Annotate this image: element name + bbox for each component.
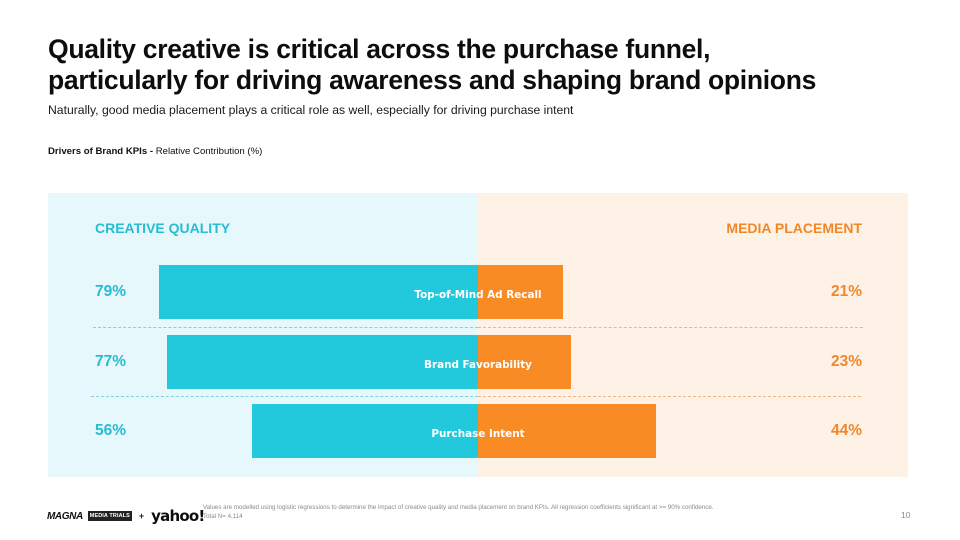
row-divider-right xyxy=(478,327,863,328)
bar-media-placement xyxy=(478,335,571,389)
bar-media-placement xyxy=(478,265,563,319)
slide-title: Quality creative is critical across the … xyxy=(48,34,938,96)
bar-creative-quality xyxy=(158,265,478,319)
value-label-media-placement: 44% xyxy=(830,422,862,439)
row-divider-right xyxy=(478,396,861,397)
category-label: Brand Favorability xyxy=(424,359,532,371)
footer-logos: MAGNA MEDIA TRIALS + yahoo! xyxy=(47,507,205,525)
footnote: Values are modelled using logistic regre… xyxy=(203,504,714,521)
chart-panel: CREATIVE QUALITY MEDIA PLACEMENT Top-of-… xyxy=(48,193,908,477)
slide-subtitle: Naturally, good media placement plays a … xyxy=(48,103,574,117)
chart-title-bold: Drivers of Brand KPIs - xyxy=(48,146,156,157)
bar-media-placement xyxy=(478,404,656,458)
value-label-creative-quality: 77% xyxy=(95,353,127,370)
value-label-media-placement: 21% xyxy=(830,283,862,300)
yahoo-logo: yahoo! xyxy=(151,507,205,525)
magna-logo: MAGNA xyxy=(47,510,83,522)
chart-title-rest: Relative Contribution (%) xyxy=(155,146,263,157)
value-label-creative-quality: 56% xyxy=(95,422,127,439)
category-label: Purchase Intent xyxy=(431,428,525,440)
footnote-sample-size: Total N= 4,114 xyxy=(203,512,243,520)
chart-title: Drivers of Brand KPIs - Relative Contrib… xyxy=(48,146,262,158)
legend-media-placement: MEDIA PLACEMENT xyxy=(726,220,862,236)
media-trials-badge: MEDIA TRIALS xyxy=(87,511,132,521)
bar-creative-quality xyxy=(166,335,478,389)
slide-title-line-1: Quality creative is critical across the … xyxy=(48,34,711,64)
footnote-methodology: Values are modelled using logistic regre… xyxy=(203,504,714,511)
category-label: Top-of-Mind Ad Recall xyxy=(414,289,542,301)
value-label-creative-quality: 79% xyxy=(95,283,127,300)
legend-creative-quality: CREATIVE QUALITY xyxy=(95,220,231,236)
row-divider-left xyxy=(91,396,478,397)
slide-title-line-2: particularly for driving awareness and s… xyxy=(48,65,817,95)
row-divider-left xyxy=(93,327,478,328)
value-label-media-placement: 23% xyxy=(830,353,862,370)
logo-plus-sign: + xyxy=(138,511,145,521)
bar-creative-quality xyxy=(251,404,478,458)
page-number: 10 xyxy=(901,510,911,520)
